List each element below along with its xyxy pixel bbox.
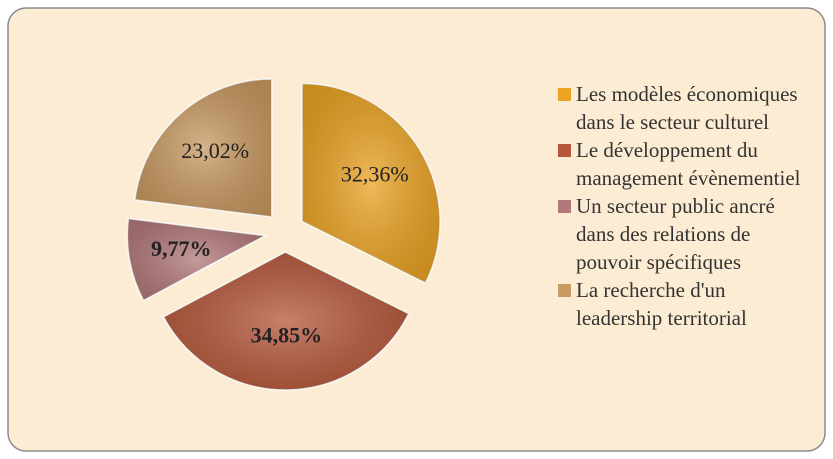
data-label: 34,85%: [251, 323, 323, 348]
legend-swatch: [558, 284, 571, 297]
data-label: 23,02%: [181, 138, 249, 163]
legend-swatch: [558, 200, 571, 213]
legend-item: Les modèles économiques dans le secteur …: [558, 80, 813, 136]
legend-label: La recherche d'un leadership territorial: [576, 278, 747, 330]
legend-swatch: [558, 88, 571, 101]
legend-item: La recherche d'un leadership territorial: [558, 276, 813, 332]
legend-item: Le développement du management évènement…: [558, 136, 813, 192]
legend: Les modèles économiques dans le secteur …: [558, 80, 813, 332]
data-label: 9,77%: [151, 236, 212, 261]
data-label: 32,36%: [341, 161, 409, 186]
legend-label: Le développement du management évènement…: [576, 138, 801, 190]
legend-label: Les modèles économiques dans le secteur …: [576, 82, 798, 134]
legend-item: Un secteur public ancré dans des relatio…: [558, 192, 813, 276]
legend-swatch: [558, 144, 571, 157]
legend-label: Un secteur public ancré dans des relatio…: [576, 194, 775, 274]
